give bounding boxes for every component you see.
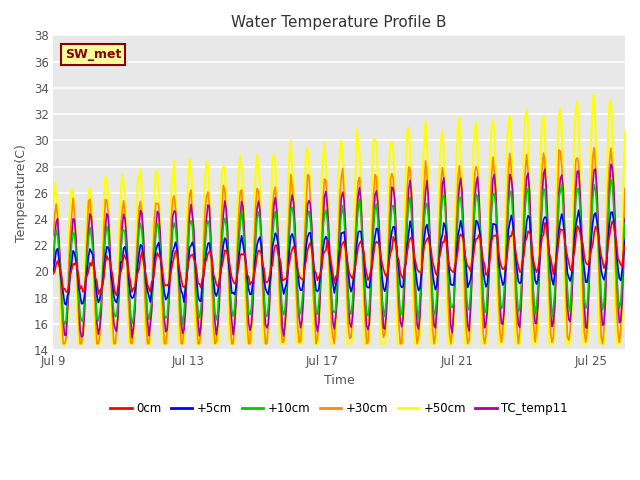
Y-axis label: Temperature(C): Temperature(C) (15, 144, 28, 242)
Text: SW_met: SW_met (65, 48, 121, 61)
Legend: 0cm, +5cm, +10cm, +30cm, +50cm, TC_temp11: 0cm, +5cm, +10cm, +30cm, +50cm, TC_temp1… (106, 397, 573, 420)
X-axis label: Time: Time (324, 373, 355, 386)
Title: Water Temperature Profile B: Water Temperature Profile B (232, 15, 447, 30)
